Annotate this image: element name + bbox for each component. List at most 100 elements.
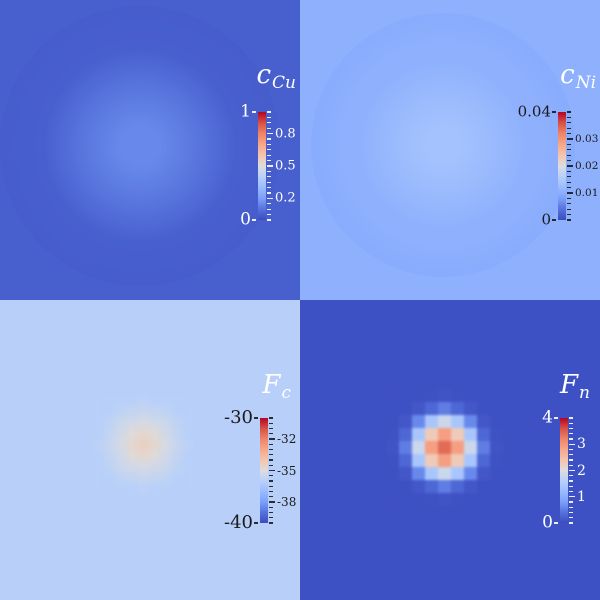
field-grid-cell (170, 472, 183, 484)
field-grid-cell (93, 406, 106, 418)
field-grid-cell (412, 492, 426, 506)
panel-title-c-ni: cNi (560, 62, 596, 92)
field-grid-cell (386, 466, 400, 480)
field-grid-cell (104, 428, 117, 440)
title-subscript: n (579, 382, 590, 403)
field-grid-cell (137, 472, 150, 484)
field-grid-cell (148, 417, 161, 429)
field-grid-cell (451, 388, 465, 402)
field-grid-cell (181, 450, 194, 462)
field-grid-cell (93, 439, 106, 451)
field-grid-cell (148, 461, 161, 473)
field-blob (45, 51, 236, 242)
field-view-f-n[interactable] (300, 300, 600, 600)
field-grid-cell (438, 427, 452, 441)
field-grid-cell (93, 417, 106, 429)
field-grid-cell (477, 492, 491, 506)
title-subscript: c (281, 382, 291, 403)
field-grid-cell (148, 406, 161, 418)
field-grid-cell (477, 466, 491, 480)
field-grid-cell (115, 461, 128, 473)
field-view-c-cu[interactable] (0, 0, 300, 300)
field-grid-cell (464, 453, 478, 467)
field-grid-cell (464, 492, 478, 506)
field-grid-cell (126, 417, 139, 429)
field-grid-cell (170, 406, 183, 418)
field-grid-cell (386, 427, 400, 441)
field-grid-cell (412, 466, 426, 480)
field-grid-cell (451, 492, 465, 506)
field-grid-cell (93, 395, 106, 407)
field-grid-cell (104, 483, 117, 495)
field-grid-cell (490, 388, 504, 402)
field-grid-cell (451, 453, 465, 467)
field-grid-cell (126, 428, 139, 440)
field-grid-cell (115, 417, 128, 429)
field-grid-cell (386, 388, 400, 402)
field-grid-cell (159, 417, 172, 429)
field-grid-cell (464, 388, 478, 402)
field-grid-cell (170, 417, 183, 429)
field-grid-cell (399, 453, 413, 467)
field-grid-cell (490, 479, 504, 493)
field-grid-cell (137, 406, 150, 418)
field-grid-cell (137, 395, 150, 407)
field-grid-cell (490, 440, 504, 454)
field-grid-cell (148, 472, 161, 484)
field-grid-cell (93, 461, 106, 473)
field-grid-cell (159, 483, 172, 495)
field-grid-cell (126, 461, 139, 473)
field-grid-cell (93, 428, 106, 440)
panel-c-ni: cNi 0.04 0 0.03 0.02 0.01 (300, 0, 600, 300)
field-grid-cell (159, 439, 172, 451)
field-grid-cell (93, 450, 106, 462)
field-grid-cell (137, 483, 150, 495)
field-grid-cell (464, 479, 478, 493)
field-grid-cell (477, 414, 491, 428)
field-grid-cell (438, 479, 452, 493)
field-grid-cell (104, 439, 117, 451)
field-grid-cell (126, 472, 139, 484)
field-grid-cell (148, 395, 161, 407)
panel-title-c-cu: cCu (256, 62, 296, 92)
field-grid-cell (181, 483, 194, 495)
field-grid-cell (181, 428, 194, 440)
field-grid-cell (490, 401, 504, 415)
field-grid-cell (399, 479, 413, 493)
field-grid-cell (477, 401, 491, 415)
field-grid-cell (399, 388, 413, 402)
field-grid-cell (490, 453, 504, 467)
field-grid-cell (386, 401, 400, 415)
field-grid-cell (115, 472, 128, 484)
field-grid-cell (477, 440, 491, 454)
field-grid-cell (438, 440, 452, 454)
field-grid-cell (386, 414, 400, 428)
field-grid-cell (438, 492, 452, 506)
field-grid-cell (477, 427, 491, 441)
field-grid-cell (126, 395, 139, 407)
field-view-c-ni[interactable] (300, 0, 600, 300)
title-subscript: Ni (575, 72, 596, 93)
title-symbol: F (262, 370, 281, 400)
field-grid-cell (104, 417, 117, 429)
field-grid-cell (399, 440, 413, 454)
field-grid-cell (137, 439, 150, 451)
panel-title-f-c: Fc (262, 372, 291, 402)
field-grid-cell (438, 453, 452, 467)
field-grid-cell (104, 406, 117, 418)
field-grid-cell (386, 492, 400, 506)
field-grid-cell (181, 472, 194, 484)
field-grid-cell (386, 453, 400, 467)
panel-title-f-n: Fn (560, 372, 590, 402)
field-grid-cell (425, 440, 439, 454)
field-grid-cell (104, 450, 117, 462)
field-view-f-c[interactable] (0, 300, 300, 600)
field-grid-cell (425, 479, 439, 493)
field-grid-cell (148, 439, 161, 451)
field-grid-cell (115, 450, 128, 462)
field-grid-cell (159, 406, 172, 418)
field-grid-cell (490, 427, 504, 441)
field-grid-cell (399, 466, 413, 480)
field-grid-cell (412, 388, 426, 402)
field-pixel-grid (93, 395, 194, 495)
